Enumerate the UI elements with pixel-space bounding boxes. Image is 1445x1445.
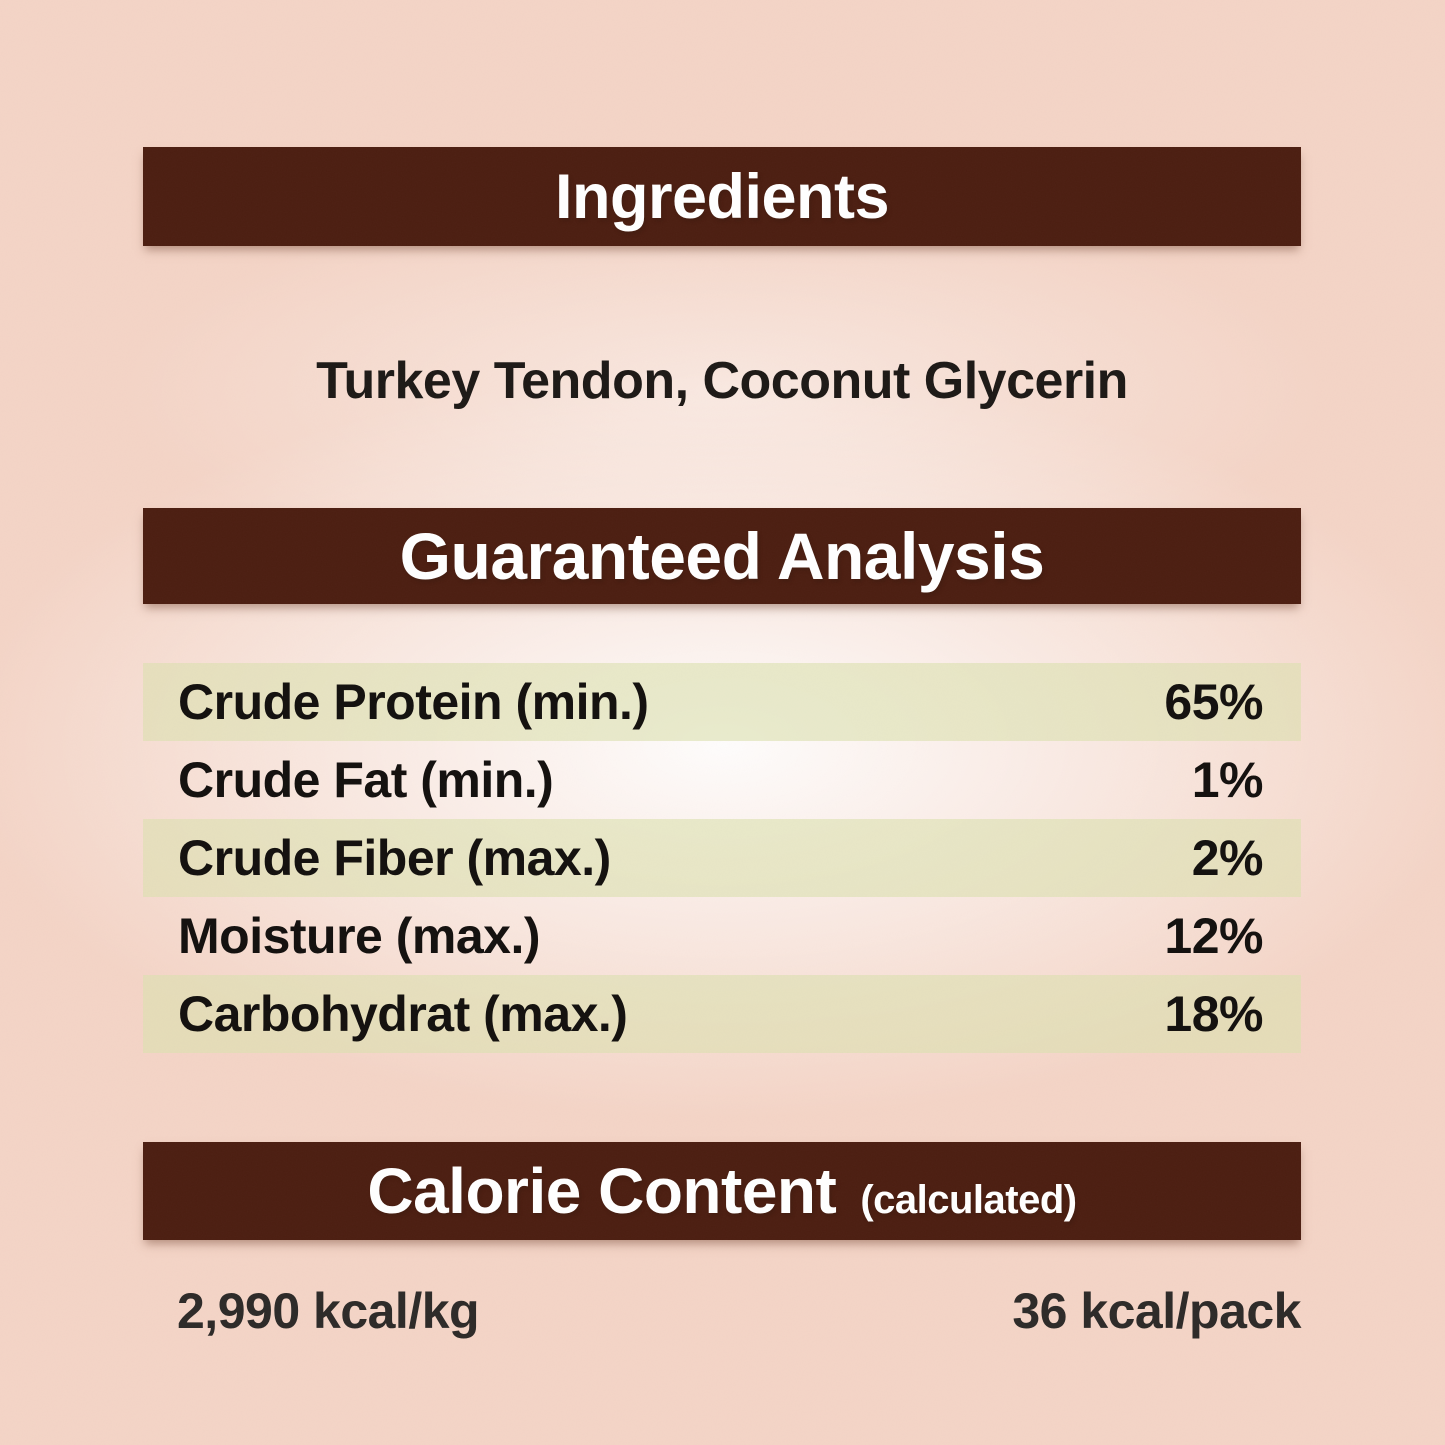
row-label: Crude Fat (min.) (178, 752, 554, 808)
calorie-values-row: 2,990 kcal/kg 36 kcal/pack (143, 1282, 1301, 1340)
row-value: 12% (1164, 908, 1263, 964)
row-label: Carbohydrat (max.) (178, 986, 628, 1042)
calorie-content-header-bar: Calorie Content (calculated) (143, 1142, 1301, 1240)
table-row: Crude Protein (min.) 65% (143, 663, 1301, 741)
row-value: 2% (1191, 830, 1264, 886)
calorie-content-title: Calorie Content (367, 1155, 837, 1227)
row-value: 18% (1164, 986, 1263, 1042)
guaranteed-analysis-table: Crude Protein (min.) 65% Crude Fat (min.… (143, 663, 1301, 1053)
table-row: Carbohydrat (max.) 18% (143, 975, 1301, 1053)
ingredients-header-bar: Ingredients (143, 147, 1301, 246)
row-value: 65% (1164, 674, 1263, 730)
row-label: Crude Protein (min.) (178, 674, 649, 730)
ingredients-title: Ingredients (554, 161, 890, 232)
ingredients-list-text: Turkey Tendon, Coconut Glycerin (316, 352, 1128, 410)
kcal-per-pack-value: 36 kcal/pack (1012, 1283, 1301, 1339)
table-row: Moisture (max.) 12% (143, 897, 1301, 975)
row-label: Crude Fiber (max.) (178, 830, 611, 886)
calorie-content-subtitle: (calculated) (860, 1178, 1077, 1222)
guaranteed-analysis-title: Guaranteed Analysis (399, 519, 1045, 593)
calorie-content-title-line: Calorie Content (calculated) (367, 1154, 1077, 1228)
row-label: Moisture (max.) (178, 908, 541, 964)
row-value: 1% (1191, 752, 1264, 808)
guaranteed-analysis-header-bar: Guaranteed Analysis (143, 508, 1301, 604)
table-row: Crude Fat (min.) 1% (143, 741, 1301, 819)
kcal-per-kg-value: 2,990 kcal/kg (177, 1283, 480, 1339)
table-row: Crude Fiber (max.) 2% (143, 819, 1301, 897)
